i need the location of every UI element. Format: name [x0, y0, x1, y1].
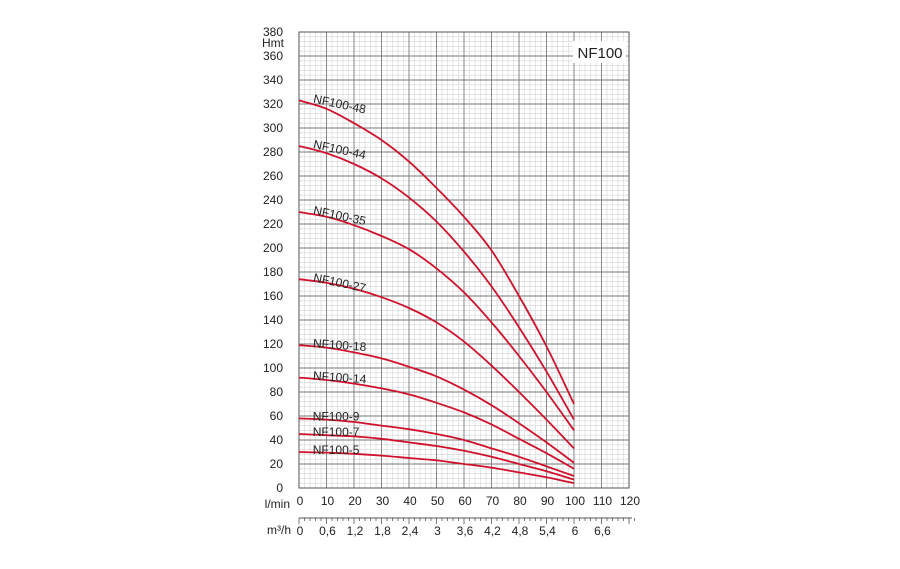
x-tick-label: 0 [297, 494, 304, 508]
pump-curves [298, 99, 575, 485]
y-tick-label: 40 [270, 433, 284, 447]
y-tick-label: 100 [263, 361, 283, 375]
x2-tick-label: 4,8 [512, 524, 529, 538]
x2-tick-label: 1,2 [347, 524, 364, 538]
x-tick-label: 100 [565, 494, 585, 508]
x-tick-label: 10 [321, 494, 335, 508]
x-tick-label: 50 [431, 494, 445, 508]
x-tick-label: 80 [513, 494, 527, 508]
pump-curve [298, 344, 575, 464]
y-tick-label: 0 [276, 481, 283, 495]
y-tick-label: 340 [263, 73, 283, 87]
x2-tick-label: 6 [572, 524, 579, 538]
pump-curve [298, 99, 575, 405]
y-tick-label: 160 [263, 289, 283, 303]
y-tick-label: 180 [263, 265, 283, 279]
y-tick-label: 220 [263, 217, 283, 231]
y-tick-label: 120 [263, 337, 283, 351]
x2-tick-label: 0 [297, 524, 304, 538]
x2-tick-label: 6,6 [594, 524, 611, 538]
curve-label: NF100-7 [313, 425, 360, 439]
axes [298, 31, 635, 524]
x-tick-label: 120 [620, 494, 640, 508]
y-tick-label: 240 [263, 193, 283, 207]
x2-tick-label: 3,6 [457, 524, 474, 538]
x2-tick-label: 4,2 [484, 524, 501, 538]
curve-label: NF100-9 [313, 409, 360, 423]
y-tick-label: 200 [263, 241, 283, 255]
curve-label: NF100-18 [313, 336, 368, 354]
pump-curve [298, 278, 575, 450]
x-axis-label: l/min [265, 497, 290, 511]
pump-curve [298, 417, 575, 477]
x-tick-label: 40 [403, 494, 417, 508]
plot-frame [298, 31, 630, 489]
y-tick-label: 20 [270, 457, 284, 471]
curve-label: NF100-14 [313, 369, 368, 387]
chart-title: NF100 [577, 45, 622, 62]
x-tick-label: 90 [541, 494, 555, 508]
x-tick-label: 20 [348, 494, 362, 508]
x2-tick-label: 0,6 [319, 524, 336, 538]
pump-curve [298, 376, 575, 470]
y-tick-label: 140 [263, 313, 283, 327]
y-tick-label: 280 [263, 145, 283, 159]
tick-labels: 0204060801001201401601802002202402602803… [263, 25, 640, 538]
x-tick-label: 110 [593, 494, 612, 508]
y-tick-label: 80 [270, 385, 284, 399]
x2-tick-label: 2,4 [402, 524, 419, 538]
y-tick-label: 260 [263, 169, 283, 183]
x2-tick-label: 5,4 [539, 524, 556, 538]
y-tick-label: 300 [263, 121, 283, 135]
pump-curve [298, 451, 575, 485]
x2-axis-label: m³/h [267, 523, 291, 537]
pump-curve [298, 211, 575, 431]
x-tick-label: 30 [376, 494, 390, 508]
x2-axis-label-text: m³/h [267, 523, 291, 537]
y-tick-label: 60 [270, 409, 284, 423]
y-axis-label: Hmt [262, 36, 285, 50]
y-tick-label: 360 [263, 49, 283, 63]
model-tag-background [573, 41, 626, 63]
pump-curve [298, 433, 575, 481]
y-tick-label: 320 [263, 97, 283, 111]
model-tag-box: NF100 [573, 41, 626, 63]
x-tick-label: 60 [458, 494, 472, 508]
curve-label: NF100-5 [313, 443, 360, 457]
pump-curve [298, 145, 575, 421]
y-tick-label: 380 [263, 25, 283, 39]
x2-tick-label: 3 [434, 524, 441, 538]
x2-tick-label: 1,8 [374, 524, 391, 538]
x-tick-label: 70 [486, 494, 500, 508]
